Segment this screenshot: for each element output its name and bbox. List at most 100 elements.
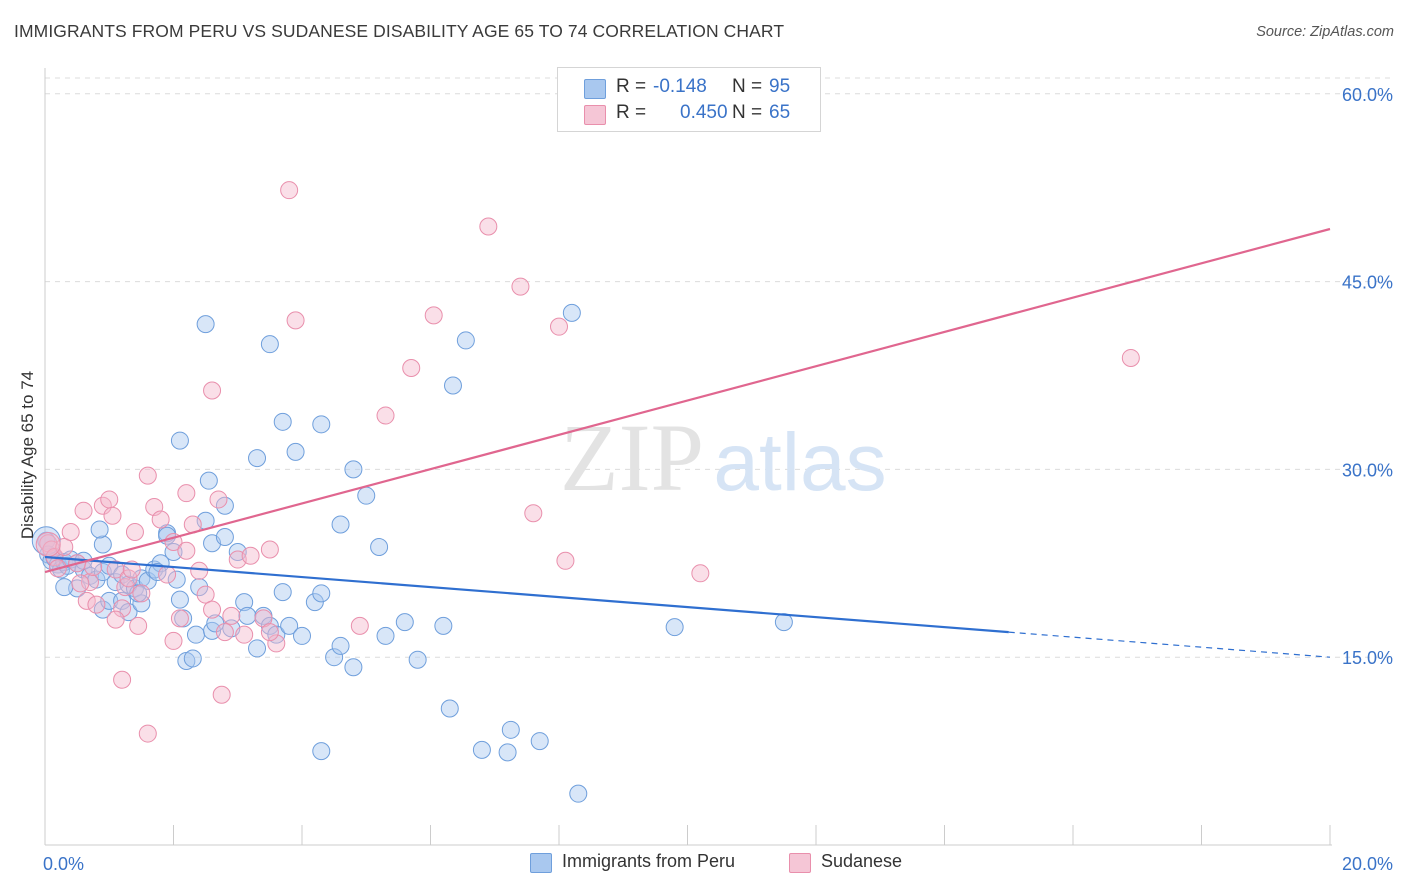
sudanese-point xyxy=(260,540,279,559)
peru-point xyxy=(501,720,520,739)
peru-point xyxy=(344,460,363,479)
sudanese-point xyxy=(511,277,530,296)
sudanese-swatch xyxy=(789,853,811,873)
sudanese-point xyxy=(376,406,395,425)
peru-point xyxy=(344,658,363,677)
peru-point xyxy=(312,415,331,434)
peru-point xyxy=(190,578,209,597)
peru-point xyxy=(376,626,395,645)
peru-point xyxy=(183,649,202,668)
peru-point xyxy=(312,742,331,761)
sudanese-point xyxy=(100,490,119,509)
y-tick-label: 15.0% xyxy=(1342,648,1393,668)
peru-point xyxy=(238,606,257,625)
sudanese-point xyxy=(691,564,710,583)
sudanese-point xyxy=(190,561,209,580)
peru-point xyxy=(305,593,324,612)
sudanese-point xyxy=(402,358,421,377)
peru-point xyxy=(498,743,517,762)
y-tick-label: 60.0% xyxy=(1342,85,1393,105)
sudanese-point xyxy=(177,541,196,560)
peru-point xyxy=(55,578,74,597)
peru-point xyxy=(331,636,350,655)
sudanese-point xyxy=(350,616,369,635)
watermark-zip: ZIP xyxy=(560,404,704,511)
sudanese-point xyxy=(71,574,90,593)
peru-point xyxy=(408,650,427,669)
trend-lines xyxy=(44,227,1331,658)
peru-point xyxy=(260,616,279,635)
series-sudanese-points xyxy=(35,181,1140,743)
y-axis-label: Disability Age 65 to 74 xyxy=(18,370,37,540)
sudanese-point xyxy=(151,510,170,529)
peru-point xyxy=(167,570,186,589)
peru-point xyxy=(132,594,151,613)
peru-trend-extension xyxy=(1008,631,1331,658)
sudanese-point xyxy=(209,490,228,509)
peru-point xyxy=(665,618,684,637)
sudanese-point xyxy=(113,599,132,618)
sudanese-point xyxy=(196,585,215,604)
peru-swatch xyxy=(584,79,606,99)
sudanese-point xyxy=(280,181,299,200)
sudanese-point xyxy=(87,595,106,614)
peru-point xyxy=(562,303,581,322)
peru-point xyxy=(113,591,132,610)
gridlines xyxy=(45,77,1395,658)
peru-point xyxy=(312,584,331,603)
peru-point xyxy=(164,543,183,562)
sudanese-point xyxy=(132,584,151,603)
sudanese-swatch xyxy=(584,105,606,125)
peru-point xyxy=(472,740,491,759)
sudanese-point xyxy=(524,504,543,523)
sudanese-point xyxy=(80,573,99,592)
peru-swatch xyxy=(530,853,552,873)
sudanese-point xyxy=(138,466,157,485)
n-label: N = xyxy=(732,76,763,97)
sudanese-point xyxy=(215,623,234,642)
peru-point xyxy=(440,699,459,718)
peru-point xyxy=(248,639,267,658)
source-label: Source: ZipAtlas.com xyxy=(1256,24,1394,40)
peru-point xyxy=(443,376,462,395)
sudanese-point xyxy=(122,560,141,579)
peru-point xyxy=(286,442,305,461)
peru-point xyxy=(235,593,254,612)
sudanese-point xyxy=(212,685,231,704)
sudanese-point xyxy=(556,551,575,570)
sudanese-point xyxy=(106,610,125,629)
peru-point xyxy=(93,535,112,554)
sudanese-point xyxy=(106,560,125,579)
sudanese-point xyxy=(164,631,183,650)
sudanese-point xyxy=(286,311,305,330)
sudanese-point xyxy=(61,522,80,541)
sudanese-point xyxy=(267,634,286,653)
peru-point xyxy=(170,431,189,450)
peru-point xyxy=(370,538,389,557)
correlation-legend: R = -0.148 N = 95 R = 0.450 N = 65 xyxy=(557,67,821,132)
peru-point xyxy=(280,616,299,635)
peru-point xyxy=(293,626,311,645)
sudanese-point xyxy=(77,591,96,610)
peru-point xyxy=(331,515,350,534)
watermark: ZIP atlas xyxy=(560,404,887,511)
sudanese-point xyxy=(479,217,498,236)
axes xyxy=(44,68,1332,846)
y-tick-label: 30.0% xyxy=(1342,460,1393,480)
peru-point xyxy=(273,412,292,431)
r-label: R = xyxy=(616,76,647,97)
peru-point xyxy=(530,732,549,751)
legend-label: Immigrants from Peru xyxy=(562,851,736,871)
peru-point xyxy=(569,784,588,803)
peru-point xyxy=(90,520,109,539)
r-value: -0.148 xyxy=(653,76,707,97)
sudanese-point xyxy=(74,501,93,520)
peru-point xyxy=(325,648,344,667)
peru-point xyxy=(456,331,475,350)
series-peru-points xyxy=(31,303,793,803)
peru-point xyxy=(273,583,292,602)
sudanese-point xyxy=(241,546,260,565)
peru-point xyxy=(196,315,215,334)
peru-point xyxy=(357,486,376,505)
